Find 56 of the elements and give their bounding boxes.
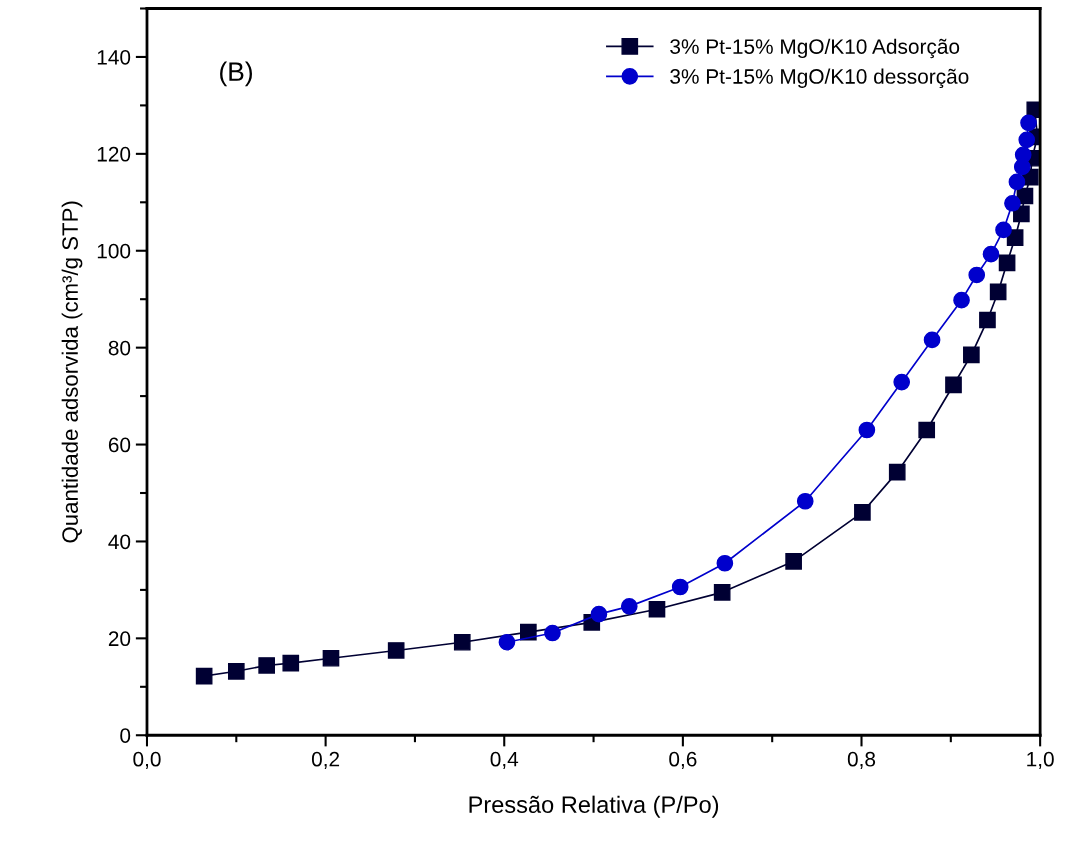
annotation: (B) [220, 61, 252, 87]
x-tick-label: 0,6 [669, 751, 697, 769]
y-axis-title: Quantidade adsorvida (cm³/g STP) [61, 201, 83, 543]
y-tick-label: 80 [108, 340, 131, 356]
point [923, 331, 941, 349]
point [953, 291, 970, 309]
point [854, 504, 871, 521]
point [258, 657, 276, 674]
point [590, 605, 608, 623]
point [998, 254, 1016, 272]
point [1020, 114, 1037, 132]
point [387, 642, 405, 659]
x-tick-label: 0,4 [490, 751, 519, 769]
point [671, 578, 689, 596]
y-tick-label: 0 [120, 728, 131, 743]
point [918, 421, 936, 439]
point [716, 554, 734, 572]
point [1004, 194, 1021, 212]
point [453, 633, 471, 651]
point [963, 346, 980, 364]
x-axis-title: Pressão Relativa (P/Po) [469, 795, 719, 818]
legend-label: 3% Pt-15% MgO/K10 dessorção [670, 68, 969, 89]
point [989, 283, 1007, 301]
x-tick-label: 0,8 [847, 751, 876, 769]
point [1008, 173, 1026, 191]
point [968, 266, 986, 284]
point [979, 311, 996, 329]
point [227, 662, 245, 680]
point [498, 633, 516, 651]
x-tick-label: 1,0 [1027, 751, 1054, 769]
point [796, 492, 814, 510]
y-tick-label: 60 [108, 437, 131, 453]
point [945, 376, 962, 394]
point [858, 421, 876, 439]
legend-label: 3% Pt-15% MgO/K10 Adsorção [670, 38, 960, 59]
y-tick-label: 20 [108, 631, 131, 647]
point [888, 463, 906, 481]
point [713, 583, 731, 601]
point [195, 667, 213, 685]
point [620, 598, 638, 615]
y-tick-label: 120 [97, 146, 131, 162]
y-tick-label: 100 [97, 243, 131, 259]
point [544, 624, 561, 642]
point [648, 600, 666, 618]
point [1018, 131, 1036, 149]
point [322, 649, 340, 667]
point [982, 245, 1000, 263]
point [893, 373, 911, 391]
point [1013, 158, 1031, 176]
y-tick-label: 140 [97, 49, 131, 65]
point [995, 221, 1012, 239]
point [282, 654, 300, 672]
point [785, 552, 802, 570]
x-tick-label: 0,2 [311, 751, 340, 769]
y-tick-label: 40 [108, 534, 131, 550]
x-tick-label: 0,0 [133, 751, 161, 769]
